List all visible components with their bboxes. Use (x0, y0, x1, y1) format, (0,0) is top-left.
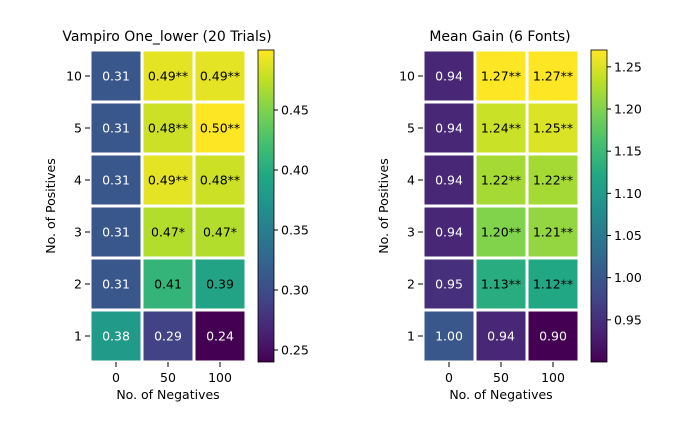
heatmap-cell (525, 308, 581, 364)
x-tick-label: 50 (493, 370, 509, 385)
heatmap-panel-1: Vampiro One_lower (20 Trials) 0.31 0.49** 0… (43, 29, 309, 402)
colorbar-tick-label: 1.25 (614, 59, 642, 74)
cell-annotation: 1.27** (533, 69, 573, 84)
cell-annotation: 0.94 (435, 69, 463, 84)
colorbar (257, 49, 275, 363)
cell-annotation: 0.94 (435, 173, 463, 188)
cell-annotation: 1.22** (481, 173, 521, 188)
heatmap-panel-2: Mean Gain (6 Fonts) 0.94 1.27** 1.27** 0.94 1… (376, 29, 642, 402)
colorbar-tick-label: 1.05 (614, 228, 642, 243)
cell-annotation: 0.41 (154, 277, 182, 292)
x-axis-label: No. of Negatives (116, 387, 219, 402)
cell-annotation: 0.49** (200, 69, 240, 84)
cell-annotation: 1.21** (533, 225, 573, 240)
cell-annotation: 1.24** (481, 121, 521, 136)
y-axis-label: No. of Positives (376, 158, 391, 253)
colorbar-tick-label: 1.10 (614, 186, 642, 201)
colorbar-tick-label: 1.15 (614, 144, 642, 159)
colorbar (590, 49, 608, 363)
x-axis-label: No. of Negatives (449, 387, 552, 402)
heatmap-cell (473, 308, 529, 364)
cell-annotation: 0.31 (102, 277, 130, 292)
heatmap-cell (192, 100, 248, 156)
colorbar-tick-label: 0.25 (281, 343, 309, 358)
x-tick-label: 50 (160, 370, 176, 385)
cell-annotation: 0.39 (206, 277, 234, 292)
chart-title: Mean Gain (6 Fonts) (429, 29, 570, 45)
cell-annotation: 0.49** (148, 173, 188, 188)
y-tick-label: 2 (74, 277, 82, 292)
cell-annotation: 0.29 (154, 329, 182, 344)
y-tick-label: 10 (66, 69, 82, 84)
cell-annotation: 1.00 (435, 329, 463, 344)
cell-annotation: 0.48** (200, 173, 240, 188)
heatmap-cell (473, 204, 529, 260)
y-tick-label: 5 (407, 121, 415, 136)
heatmap-cell (525, 152, 581, 208)
y-tick-label: 4 (74, 173, 82, 188)
colorbar-tick-label: 0.95 (614, 312, 642, 327)
colorbar-tick-label: 0.45 (281, 103, 309, 118)
colorbar-tick-label: 0.30 (281, 283, 309, 298)
y-tick-label: 1 (74, 329, 82, 344)
cell-annotation: 0.94 (435, 121, 463, 136)
cell-annotation: 0.31 (102, 121, 130, 136)
cell-annotation: 0.31 (102, 225, 130, 240)
cell-annotation: 0.31 (102, 69, 130, 84)
cell-annotation: 0.38 (102, 329, 130, 344)
cell-annotation: 1.20** (481, 225, 521, 240)
heatmap-cell (525, 204, 581, 260)
heatmap-cell (140, 308, 196, 364)
cell-annotation: 1.25** (533, 121, 573, 136)
colorbar-tick-label: 1.20 (614, 102, 642, 117)
cell-annotation: 0.95 (435, 277, 463, 292)
cell-annotation: 0.31 (102, 173, 130, 188)
cell-annotation: 0.48** (148, 121, 188, 136)
y-tick-label: 2 (407, 277, 415, 292)
y-axis-label: No. of Positives (43, 158, 58, 253)
cell-annotation: 0.47* (203, 225, 237, 240)
cell-annotation: 0.94 (435, 225, 463, 240)
cell-annotation: 1.22** (533, 173, 573, 188)
colorbar-tick-label: 0.35 (281, 223, 309, 238)
cell-annotation: 0.24 (206, 329, 234, 344)
chart-title: Vampiro One_lower (20 Trials) (62, 29, 271, 45)
colorbar-tick-label: 1.00 (614, 270, 642, 285)
y-tick-label: 1 (407, 329, 415, 344)
cell-annotation: 0.90 (539, 329, 567, 344)
cell-annotation: 1.27** (481, 69, 521, 84)
y-tick-label: 3 (407, 225, 415, 240)
heatmap-cell (525, 100, 581, 156)
cell-annotation: 1.12** (533, 277, 573, 292)
cell-annotation: 0.50** (200, 121, 240, 136)
colorbar-tick-label: 0.40 (281, 163, 309, 178)
y-tick-label: 5 (74, 121, 82, 136)
cell-annotation: 0.47* (151, 225, 185, 240)
heatmap-cell (525, 256, 581, 312)
heatmap-cell (140, 152, 196, 208)
heatmap-cell (525, 48, 581, 104)
cell-annotation: 1.13** (481, 277, 521, 292)
y-tick-label: 10 (399, 69, 415, 84)
cell-annotation: 0.49** (148, 69, 188, 84)
x-tick-label: 100 (541, 370, 565, 385)
x-tick-label: 100 (208, 370, 232, 385)
x-tick-label: 0 (112, 370, 120, 385)
y-tick-label: 4 (407, 173, 415, 188)
cell-annotation: 0.94 (487, 329, 515, 344)
y-tick-label: 3 (74, 225, 82, 240)
x-tick-label: 0 (445, 370, 453, 385)
